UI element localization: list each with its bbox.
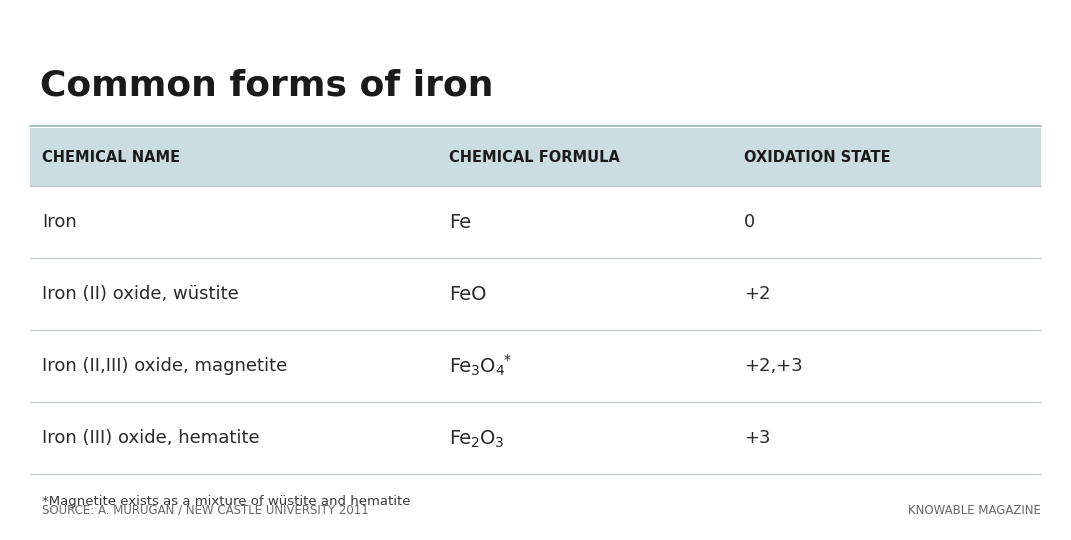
Text: SOURCE: A. MURUGAN / NEW CASTLE UNIVERSITY 2011: SOURCE: A. MURUGAN / NEW CASTLE UNIVERSI… — [42, 503, 368, 516]
Text: Iron (II,III) oxide, magnetite: Iron (II,III) oxide, magnetite — [42, 357, 287, 375]
Text: Fe: Fe — [449, 213, 471, 232]
Text: KNOWABLE MAGAZINE: KNOWABLE MAGAZINE — [908, 503, 1041, 516]
Text: O: O — [480, 429, 495, 448]
Text: 3: 3 — [471, 364, 480, 378]
Text: Iron: Iron — [42, 213, 77, 231]
Text: FeO: FeO — [449, 285, 486, 303]
Text: *: * — [504, 353, 511, 367]
Text: 4: 4 — [495, 364, 504, 378]
Text: Common forms of iron: Common forms of iron — [40, 68, 494, 102]
Text: +3: +3 — [744, 429, 770, 447]
Text: 3: 3 — [495, 436, 504, 450]
Text: +2: +2 — [744, 285, 770, 303]
Text: Fe: Fe — [449, 429, 471, 448]
Bar — [30, 128, 1041, 186]
Text: OXIDATION STATE: OXIDATION STATE — [744, 150, 891, 165]
Text: *Magnetite exists as a mixture of wüstite and hematite: *Magnetite exists as a mixture of wüstit… — [42, 496, 410, 509]
Text: 2: 2 — [471, 436, 480, 450]
Text: Fe: Fe — [449, 356, 471, 375]
Text: CHEMICAL NAME: CHEMICAL NAME — [42, 150, 180, 165]
Text: O: O — [480, 356, 495, 375]
Text: 0: 0 — [744, 213, 755, 231]
Text: Iron (II) oxide, wüstite: Iron (II) oxide, wüstite — [42, 285, 239, 303]
Text: CHEMICAL FORMULA: CHEMICAL FORMULA — [449, 150, 620, 165]
Text: +2,+3: +2,+3 — [744, 357, 803, 375]
Text: Iron (III) oxide, hematite: Iron (III) oxide, hematite — [42, 429, 259, 447]
